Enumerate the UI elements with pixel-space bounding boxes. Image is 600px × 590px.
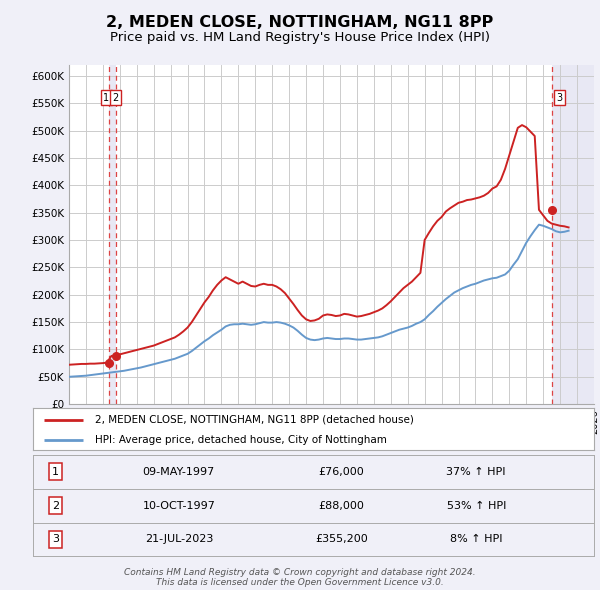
Text: 8% ↑ HPI: 8% ↑ HPI — [450, 535, 502, 545]
Bar — [109, 65, 116, 404]
Text: 2, MEDEN CLOSE, NOTTINGHAM, NG11 8PP: 2, MEDEN CLOSE, NOTTINGHAM, NG11 8PP — [106, 15, 494, 30]
Text: 37% ↑ HPI: 37% ↑ HPI — [446, 467, 506, 477]
Text: £355,200: £355,200 — [315, 535, 368, 545]
Text: £76,000: £76,000 — [319, 467, 364, 477]
Text: Price paid vs. HM Land Registry's House Price Index (HPI): Price paid vs. HM Land Registry's House … — [110, 31, 490, 44]
Text: 1: 1 — [52, 467, 59, 477]
Text: 1: 1 — [103, 93, 109, 103]
Text: 53% ↑ HPI: 53% ↑ HPI — [446, 501, 506, 510]
Text: 3: 3 — [52, 535, 59, 545]
Text: 2: 2 — [112, 93, 118, 103]
Text: £88,000: £88,000 — [319, 501, 364, 510]
Text: 2: 2 — [52, 501, 59, 510]
Text: 2, MEDEN CLOSE, NOTTINGHAM, NG11 8PP (detached house): 2, MEDEN CLOSE, NOTTINGHAM, NG11 8PP (de… — [95, 415, 413, 425]
Text: 3: 3 — [556, 93, 562, 103]
Text: HPI: Average price, detached house, City of Nottingham: HPI: Average price, detached house, City… — [95, 435, 386, 444]
Text: 21-JUL-2023: 21-JUL-2023 — [145, 535, 213, 545]
Text: 10-OCT-1997: 10-OCT-1997 — [142, 501, 215, 510]
Text: 09-MAY-1997: 09-MAY-1997 — [143, 467, 215, 477]
Text: Contains HM Land Registry data © Crown copyright and database right 2024.
This d: Contains HM Land Registry data © Crown c… — [124, 568, 476, 587]
Bar — [553, 65, 594, 404]
